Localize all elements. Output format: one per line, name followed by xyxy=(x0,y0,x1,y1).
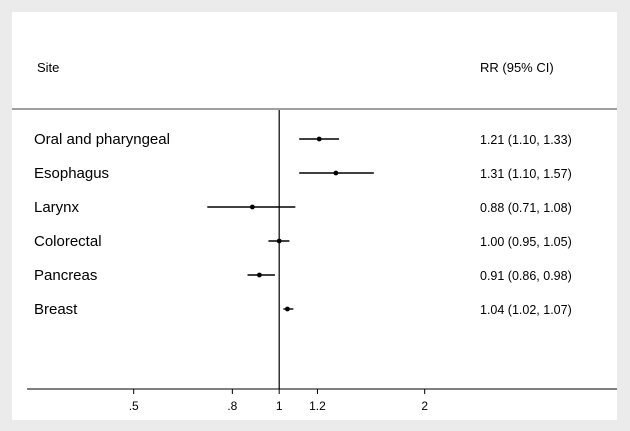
header-site: Site xyxy=(37,60,59,75)
rr-value-label: 1.31 (1.10, 1.57) xyxy=(480,167,572,181)
rr-value-label: 0.88 (0.71, 1.08) xyxy=(480,201,572,215)
site-label: Larynx xyxy=(34,199,80,216)
site-label: Colorectal xyxy=(34,233,102,250)
x-tick-label: .5 xyxy=(129,399,139,413)
forest-plot-panel: Site RR (95% CI) Oral and pharyngeal 1.21… xyxy=(12,12,617,420)
rr-value-label: 0.91 (0.86, 0.98) xyxy=(480,269,572,283)
point-estimate xyxy=(249,204,255,210)
site-label: Oral and pharyngeal xyxy=(34,131,170,148)
forest-row: Breast 1.04 (1.02, 1.07) xyxy=(34,301,572,318)
rr-value-label: 1.00 (0.95, 1.05) xyxy=(480,235,572,249)
forest-row: Oral and pharyngeal 1.21 (1.10, 1.33) xyxy=(34,131,572,148)
forest-row: Colorectal 1.00 (0.95, 1.05) xyxy=(34,233,572,250)
rr-value-label: 1.04 (1.02, 1.07) xyxy=(480,303,572,317)
x-tick-label: 1.2 xyxy=(309,399,326,413)
rr-value-label: 1.21 (1.10, 1.33) xyxy=(480,133,572,147)
forest-row: Larynx 0.88 (0.71, 1.08) xyxy=(34,199,572,216)
point-estimate xyxy=(316,136,322,142)
point-estimate xyxy=(285,306,290,312)
site-label: Pancreas xyxy=(34,267,97,284)
x-tick-label: 1 xyxy=(276,399,283,413)
point-estimate xyxy=(333,170,339,176)
x-ticks-group: .5 .8 1 1.2 2 xyxy=(129,389,428,413)
rows-group: Oral and pharyngeal 1.21 (1.10, 1.33) Esop… xyxy=(34,131,572,318)
site-label: Esophagus xyxy=(34,165,109,182)
forest-plot: Site RR (95% CI) Oral and pharyngeal 1.21… xyxy=(12,60,617,413)
forest-row: Pancreas 0.91 (0.86, 0.98) xyxy=(34,267,572,284)
x-tick-label: 2 xyxy=(421,399,428,413)
header-rr: RR (95% CI) xyxy=(480,60,554,75)
site-label: Breast xyxy=(34,301,78,318)
forest-row: Esophagus 1.31 (1.10, 1.57) xyxy=(34,165,572,182)
point-estimate xyxy=(256,272,262,278)
x-tick-label: .8 xyxy=(227,399,237,413)
point-estimate xyxy=(276,238,282,244)
